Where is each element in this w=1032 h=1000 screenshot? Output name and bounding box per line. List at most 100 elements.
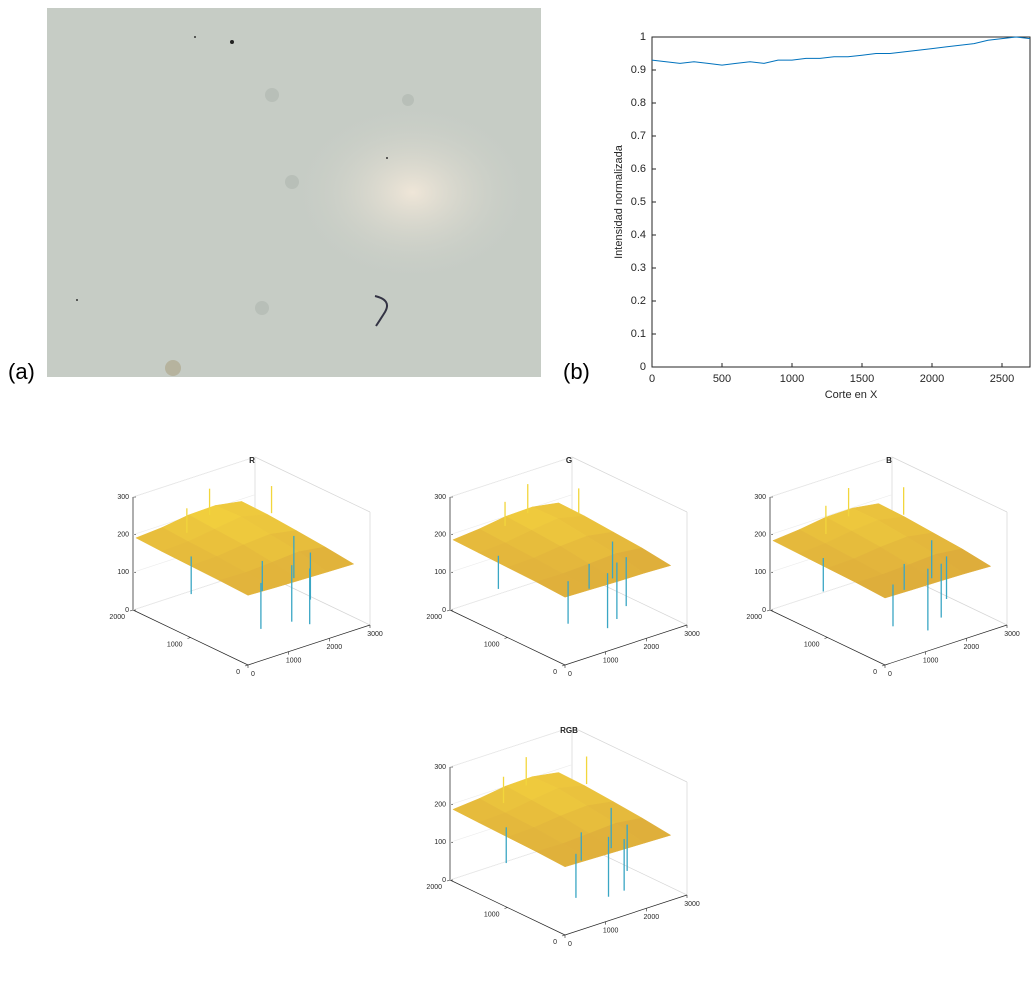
bubble: [265, 88, 279, 102]
y-tick-label: 0.5: [631, 196, 646, 208]
x-tick-label: 1000: [780, 373, 804, 385]
fiber: [374, 295, 388, 327]
y-tick-label: 0: [553, 669, 557, 676]
grid-line: [132, 456, 256, 498]
bubble: [165, 360, 181, 376]
y-tick: [446, 879, 451, 882]
panel-label: (a): [8, 359, 35, 384]
y-tick-label: 2000: [109, 614, 125, 621]
z-tick-label: 300: [434, 764, 446, 771]
z-tick-label: 100: [434, 569, 446, 576]
y-tick: [881, 664, 886, 667]
y-tick: [504, 907, 508, 909]
z-tick-label: 100: [434, 839, 446, 846]
x-tick-label: 0: [888, 671, 892, 678]
y-axis-label: Intensidad normalizada: [613, 144, 625, 259]
grid-line: [449, 726, 573, 768]
y-tick-label: 0: [236, 669, 240, 676]
box-edge: [571, 726, 688, 783]
grid-line: [449, 456, 573, 498]
y-tick: [446, 609, 451, 612]
x-tick-label: 2000: [964, 644, 980, 651]
x-tick-label: 0: [568, 941, 572, 948]
y-tick-label: 1: [640, 31, 646, 43]
grid-line: [769, 494, 893, 535]
photo: [47, 8, 541, 377]
axis: [884, 624, 1008, 666]
x-tick-label: 1000: [603, 658, 619, 665]
y-tick-label: 0.3: [631, 262, 646, 274]
box-edge: [571, 456, 688, 513]
z-tick-label: 300: [434, 494, 446, 501]
bubble: [255, 301, 269, 315]
plot-area: [651, 36, 1031, 368]
y-tick: [561, 934, 566, 937]
x-tick-label: 3000: [1004, 631, 1020, 638]
z-tick-label: 100: [754, 569, 766, 576]
z-tick-label: 200: [754, 532, 766, 539]
y-tick: [504, 637, 508, 639]
z-tick-label: 0: [125, 607, 129, 614]
line: [651, 36, 1031, 66]
z-tick-label: 300: [117, 494, 129, 501]
y-tick-label: 0.6: [631, 163, 646, 175]
x-tick-label: 2000: [920, 373, 944, 385]
y-tick-label: 2000: [426, 614, 442, 621]
speck: [386, 157, 388, 159]
x-tick-label: 0: [568, 671, 572, 678]
x-tick-label: 500: [713, 373, 731, 385]
x-tick-label: 1000: [286, 658, 302, 665]
y-tick-label: 2000: [746, 614, 762, 621]
box-edge: [254, 456, 371, 513]
box-edge: [891, 456, 1008, 513]
x-tick-label: 0: [251, 671, 255, 678]
axis: [247, 624, 371, 666]
y-tick-label: 0: [640, 361, 646, 373]
y-tick-label: 2000: [426, 884, 442, 891]
chart-title: G: [566, 456, 572, 465]
z-tick-label: 0: [442, 877, 446, 884]
y-tick-label: 0: [553, 939, 557, 946]
y-tick: [129, 609, 134, 612]
z-tick-label: 300: [754, 494, 766, 501]
speck: [76, 299, 78, 301]
x-tick-label: 3000: [684, 631, 700, 638]
axis: [564, 894, 688, 936]
x-tick-label: 3000: [367, 631, 383, 638]
bubble: [285, 175, 299, 189]
y-tick-label: 0.8: [631, 97, 646, 109]
chart-title: RGB: [560, 726, 578, 735]
x-tick-label: 2000: [644, 914, 660, 921]
x-tick-label: 1000: [923, 658, 939, 665]
y-tick: [824, 637, 828, 639]
surface-patch: [855, 574, 913, 599]
y-tick-label: 0.1: [631, 328, 646, 340]
y-tick: [561, 664, 566, 667]
x-tick-label: 2500: [990, 373, 1014, 385]
y-tick-label: 0.4: [631, 229, 646, 241]
x-tick-label: 1000: [603, 928, 619, 935]
y-tick: [766, 609, 771, 612]
panel-label: (b): [563, 359, 590, 384]
chart-title: R: [249, 456, 255, 465]
y-tick-label: 1000: [484, 641, 500, 648]
bubble: [402, 94, 414, 106]
photo-glow: [47, 8, 541, 377]
x-tick-label: 1500: [850, 373, 874, 385]
y-tick-label: 0.2: [631, 295, 646, 307]
z-tick-label: 200: [434, 532, 446, 539]
x-tick-label: 2000: [644, 644, 660, 651]
y-tick-label: 1000: [484, 911, 500, 918]
x-tick-label: 0: [649, 373, 655, 385]
y-tick-label: 1000: [804, 641, 820, 648]
grid-line: [769, 456, 893, 498]
speck: [230, 40, 234, 44]
y-tick-label: 0.7: [631, 130, 646, 142]
x-axis-label: Corte en X: [825, 389, 878, 401]
surface-patch: [535, 573, 593, 598]
chart-title: B: [886, 456, 892, 465]
y-tick: [187, 637, 191, 639]
x-tick-label: 3000: [684, 901, 700, 908]
